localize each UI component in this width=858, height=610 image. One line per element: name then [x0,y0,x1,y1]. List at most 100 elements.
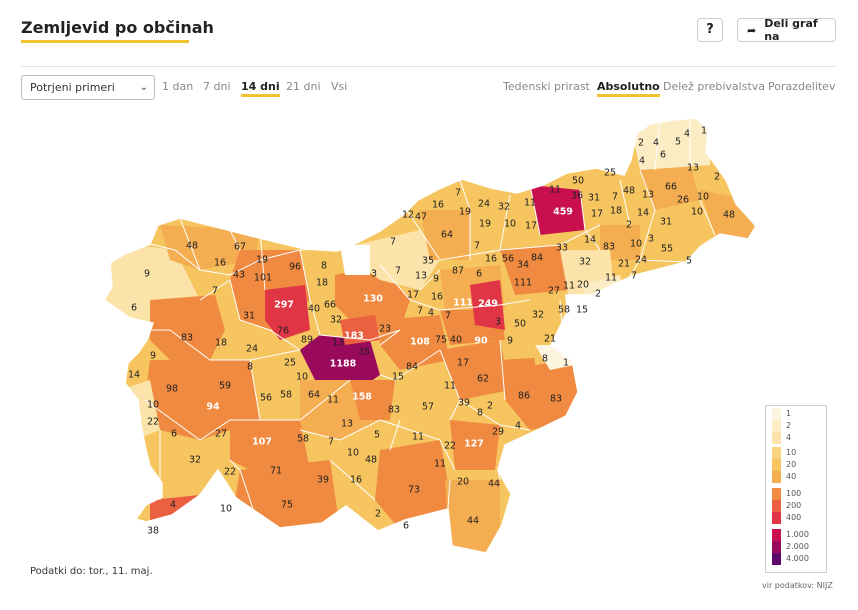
municipality-value: 9 [144,269,150,280]
municipality-value: 32 [330,315,342,326]
municipality-value: 16 [432,200,444,211]
municipality-value: 2 [714,172,720,183]
municipality-value: 16 [431,292,443,303]
legend-label: 4 [786,433,792,442]
municipality-value: 8 [542,354,548,365]
municipality-value: 39 [317,475,329,486]
municipality-value: 25 [284,358,296,369]
share-button[interactable]: ➦ Deli graf na [737,17,836,43]
legend-swatch [772,408,781,420]
legend-item: 2 [772,420,824,432]
municipality-value: 24 [635,255,647,266]
municipality-value: 3 [495,317,501,328]
tab-period-1-day[interactable]: 1 dan [162,80,194,93]
municipality-value: 7 [631,271,637,282]
municipality-value: 3 [648,234,654,245]
municipality-value: 86 [518,391,530,402]
municipality-value: 14 [637,208,649,219]
municipality-value: 10 [504,219,516,230]
municipality-value: 48 [186,241,198,252]
municipality-value: 10 [147,400,159,411]
municipality-value: 17 [525,221,537,232]
municipality-value: 7 [455,188,461,199]
municipality-value: 39 [458,398,470,409]
municipality-value: 21 [618,259,630,270]
municipality-value: 6 [476,269,482,280]
municipality-value: 16 [214,258,226,269]
municipality-value: 26 [677,195,689,206]
legend-swatch [772,553,781,565]
municipality-value: 20 [457,477,469,488]
tab-population-share[interactable]: Delež prebivalstva [663,80,766,93]
municipality-value: 56 [260,393,272,404]
municipality-value: 17 [457,358,469,369]
municipality-value: 11 [605,273,617,284]
tab-period-7-days[interactable]: 7 dni [203,80,231,93]
municipality-value: 90 [474,336,488,347]
legend-label: 100 [786,489,802,498]
region-kamnik-alps [355,230,440,290]
legend-item: 10 [772,447,824,459]
municipality-value: 27 [548,286,560,297]
municipality-value: 459 [553,207,573,218]
municipality-value: 29 [492,427,504,438]
region-brezice [500,355,580,430]
region-ilirska [235,460,340,530]
tab-weekly-growth[interactable]: Tedenski prirast [503,80,590,93]
municipality-value: 14 [584,235,596,246]
municipality-value: 76 [277,326,289,337]
metric-select-value: Potrjeni primeri [30,81,115,94]
municipality-value: 19 [479,219,491,230]
municipality-value: 35 [358,347,370,358]
legend-label: 200 [786,501,802,510]
municipality-value: 101 [254,273,272,284]
municipality-value: 21 [544,334,556,345]
municipality-value: 11 [563,281,575,292]
municipality-value: 64 [308,390,320,401]
tab-period-all[interactable]: Vsi [331,80,348,93]
metric-select[interactable]: Potrjeni primeri ⌄ [21,75,155,100]
region-ljubljana [300,335,380,392]
municipality-value: 172 [180,518,200,529]
municipality-value: 17 [407,290,419,301]
tab-period-21-days[interactable]: 21 dni [286,80,321,93]
municipality-value: 58 [558,305,570,316]
legend-label: 2.000 [786,542,809,551]
municipality-value: 12 [402,210,414,221]
region-slovenske-konjice [500,245,570,295]
data-source-note: vir podatkov: NIJZ [762,581,833,590]
municipality-value: 2 [626,220,632,231]
municipality-value: 10 [691,207,703,218]
municipality-value: 108 [410,337,430,348]
municipality-value: 31 [660,217,672,228]
region-north-west [160,225,260,270]
municipality-value: 20 [577,280,589,291]
tab-absolute[interactable]: Absolutno [597,80,660,97]
municipality-value: 7 [474,241,480,252]
share-button-label: Deli graf na [764,17,818,43]
municipality-value: 33 [556,243,568,254]
municipality-value: 1188 [330,359,357,370]
legend-swatch [772,512,781,524]
tab-distribution[interactable]: Porazdelitev [768,80,836,93]
municipality-value: 57 [422,402,434,413]
municipality-value: 2 [638,138,644,149]
tab-period-14-days[interactable]: 14 dni [241,80,280,97]
municipality-value: 7 [417,306,423,317]
municipality-value: 10 [347,448,359,459]
municipality-value: 84 [406,362,418,373]
legend-item: 20 [772,459,824,471]
legend-label: 40 [786,472,797,481]
title-underline [21,40,189,43]
municipality-value: 40 [450,335,462,346]
municipality-value: 13 [415,271,427,282]
region-crnomelj [445,480,500,553]
municipality-value: 56 [502,254,514,265]
help-button[interactable]: ? [697,18,723,42]
municipality-value: 22 [224,467,236,478]
legend-item: 100 [772,488,824,500]
municipality-value: 10 [220,504,232,515]
legend-item: 200 [772,500,824,512]
municipality-value: 75 [435,335,447,346]
municipality-value: 17 [591,209,603,220]
